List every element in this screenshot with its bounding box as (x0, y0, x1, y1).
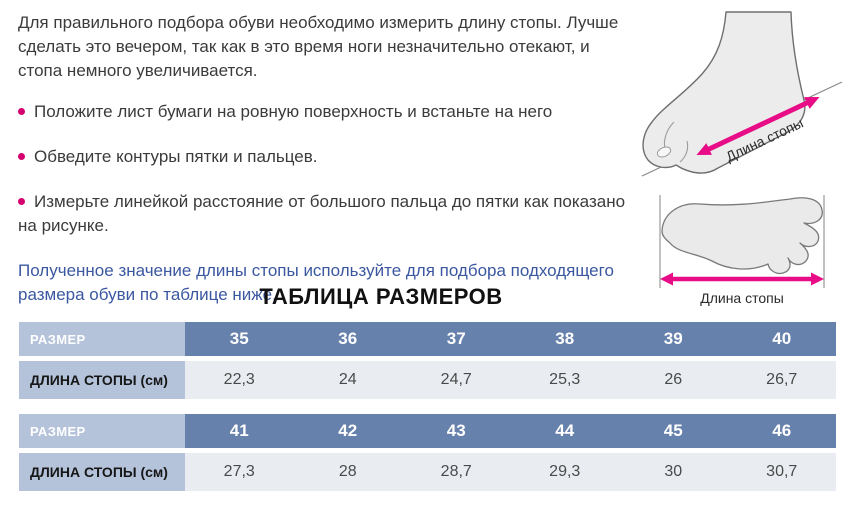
instruction-item: Обведите контуры пятки и пальцев. (18, 145, 630, 169)
instruction-item: Измерьте линейкой расстояние от большого… (18, 190, 630, 238)
toenail (656, 146, 672, 158)
size-header-cell: 46 (727, 414, 836, 448)
length-value-cell: 28 (293, 453, 402, 491)
size-header-cell: 39 (619, 322, 728, 356)
length-value-cell: 30,7 (727, 453, 836, 491)
foot-top-figure: Длина стопы (659, 195, 825, 306)
size-header-cell: 45 (619, 414, 728, 448)
bullet-icon (18, 153, 25, 160)
instruction-item-text: Положите лист бумаги на ровную поверхнос… (34, 102, 553, 121)
size-header-cell: 42 (293, 414, 402, 448)
length-value-cell: 29,3 (510, 453, 619, 491)
intro-text: Для правильного подбора обуви необходимо… (18, 13, 619, 80)
foot-side-figure: Длина стопы (641, 11, 843, 177)
size-row-label: РАЗМЕР (19, 414, 185, 448)
size-header-cell: 44 (510, 414, 619, 448)
size-header-cell: 43 (402, 414, 511, 448)
length-value-cell: 26 (619, 361, 728, 399)
arrow-head-left-icon (696, 143, 712, 155)
length-value-cell: 22,3 (185, 361, 294, 399)
size-header-cell: 40 (727, 322, 836, 356)
length-row-label: ДЛИНА СТОПЫ (см) (19, 453, 185, 491)
size-header-cell: 36 (293, 322, 402, 356)
bullet-icon (18, 108, 25, 115)
length-arrow-group (660, 272, 824, 286)
table-title: ТАБЛИЦА РАЗМЕРОВ (259, 284, 503, 309)
size-header-cell: 37 (402, 322, 511, 356)
arrow-head-right-icon (811, 272, 824, 286)
toe-outline (679, 140, 689, 163)
size-header-cell: 38 (510, 322, 619, 356)
arrow-head-right-icon (804, 97, 820, 109)
length-arrow (706, 99, 810, 153)
instruction-item-text: Измерьте линейкой расстояние от большого… (18, 192, 626, 235)
arrow-head-left-icon (660, 272, 673, 286)
note-text: Полученное значение длины стопы использу… (18, 261, 614, 304)
length-value-cell: 26,7 (727, 361, 836, 399)
foot-sole-illustration (661, 197, 823, 275)
length-row-label: ДЛИНА СТОПЫ (см) (19, 361, 185, 399)
size-table-35-40: РАЗМЕР 35 36 37 38 39 40 ДЛИНА СТОПЫ (см) 22,3 24… (19, 322, 836, 399)
instructions-column: Для правильного подбора обуви необходимо… (18, 11, 630, 307)
length-value-cell: 27,3 (185, 453, 294, 491)
size-header-cell: 41 (185, 414, 294, 448)
length-value-cell: 30 (619, 453, 728, 491)
instruction-item: Положите лист бумаги на ровную поверхнос… (18, 100, 630, 124)
foot-side-illustration (642, 11, 806, 174)
length-value-cell: 28,7 (402, 453, 511, 491)
length-label: Длина стопы (700, 290, 784, 306)
size-table-41-46: РАЗМЕР 41 42 43 44 45 46 ДЛИНА СТОПЫ (см) 27,3 28… (19, 414, 836, 491)
length-value-cell: 24 (293, 361, 402, 399)
length-value-cell: 24,7 (402, 361, 511, 399)
size-header-cell: 35 (185, 322, 294, 356)
size-row-label: РАЗМЕР (19, 322, 185, 356)
length-value-cell: 25,3 (510, 361, 619, 399)
instruction-item-text: Обведите контуры пятки и пальцев. (34, 147, 318, 166)
bullet-icon (18, 198, 25, 205)
